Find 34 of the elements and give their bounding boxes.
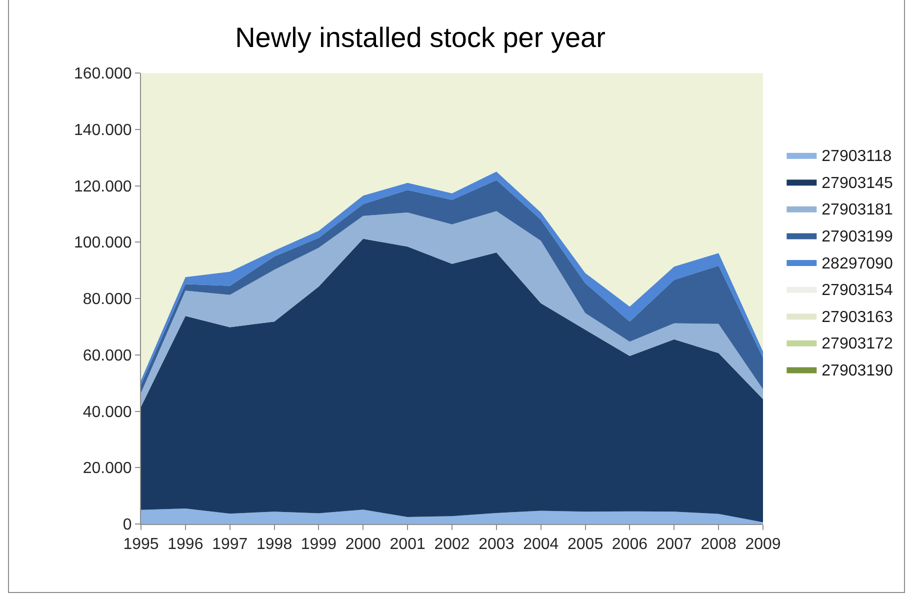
y-tick-label: 80.000: [82, 291, 132, 308]
legend-label: 27903154: [822, 282, 893, 300]
y-tick-label: 100.000: [74, 234, 132, 252]
legend-label: 27903172: [822, 336, 893, 353]
y-tick-label: 160.000: [74, 66, 132, 83]
x-tick-label: 1998: [256, 536, 292, 554]
x-tick-label: 2008: [700, 536, 736, 554]
legend-label: 27903163: [822, 308, 893, 326]
legend-label: 27903199: [822, 228, 893, 246]
x-tick-label: 2004: [523, 536, 559, 554]
legend-label: 27903118: [822, 148, 892, 166]
legend-label: 27903145: [822, 174, 893, 192]
x-tick-label: 2006: [612, 536, 648, 554]
y-tick-label: 0: [122, 516, 132, 534]
x-tick-label: 2002: [434, 536, 470, 554]
chart-title: Newly installed stock per year: [235, 22, 606, 53]
x-tick-label: 2005: [567, 536, 604, 554]
x-tick-label: 1995: [123, 536, 159, 554]
legend-label: 27903181: [822, 202, 893, 219]
y-tick-label: 20.000: [82, 460, 132, 478]
y-tick-label: 140.000: [74, 122, 132, 139]
x-tick-label: 2003: [478, 536, 514, 554]
legend-label: 27903190: [822, 362, 893, 380]
y-tick-label: 60.000: [82, 347, 132, 364]
legend-label: 28297090: [822, 255, 893, 272]
x-tick-label: 2000: [345, 536, 382, 554]
y-tick-label: 40.000: [82, 404, 132, 421]
x-tick-label: 2007: [656, 536, 692, 554]
x-tick-label: 2001: [390, 536, 426, 554]
x-tick-label: 1996: [168, 536, 204, 554]
x-tick-label: 2009: [745, 536, 781, 554]
x-tick-label: 1999: [300, 536, 337, 554]
y-tick-label: 120.000: [74, 178, 132, 196]
x-tick-label: 1997: [212, 536, 248, 554]
